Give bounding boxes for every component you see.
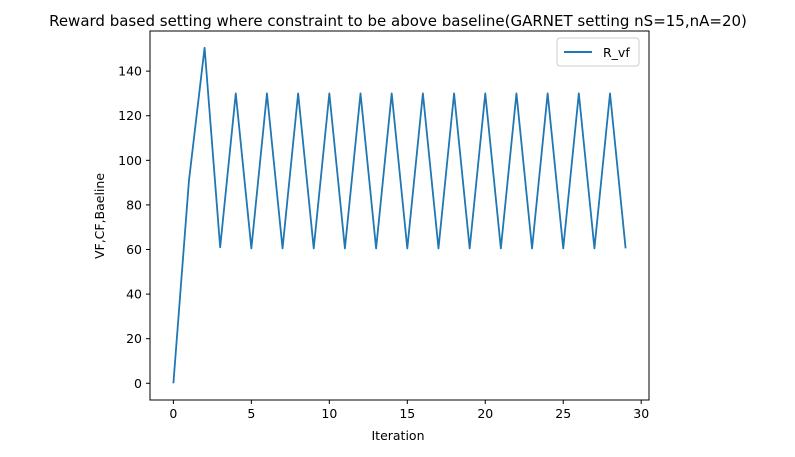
legend-label: R_vf	[603, 45, 630, 60]
y-tick-label: 0	[134, 376, 142, 391]
legend-box	[556, 37, 640, 67]
y-tick-label: 140	[118, 64, 142, 79]
y-tick-label: 120	[118, 108, 142, 123]
y-tick-label: 20	[126, 331, 142, 346]
y-tick-label: 40	[126, 287, 142, 302]
x-tick-label: 30	[633, 406, 649, 421]
axes-frame	[149, 30, 650, 401]
x-tick-label: 20	[477, 406, 493, 421]
legend: R_vf	[556, 37, 640, 67]
x-tick-label: 5	[247, 406, 255, 421]
y-tick-label: 80	[126, 197, 142, 212]
chart-title: Reward based setting where constraint to…	[49, 12, 747, 30]
y-tick-label: 60	[126, 242, 142, 257]
x-axis-label: Iteration	[371, 428, 424, 443]
y-tick-label: 100	[118, 153, 142, 168]
x-tick-label: 0	[169, 406, 177, 421]
x-tick-label: 15	[399, 406, 415, 421]
x-tick-label: 10	[321, 406, 337, 421]
x-tick-label: 25	[555, 406, 571, 421]
plot-layer: 0 5 10 15 20 25 30 0 20 40 60 80 100 120 140	[118, 30, 650, 421]
y-axis-label: VF,CF,Baeline	[92, 173, 107, 259]
series-line-0	[172, 46, 627, 384]
